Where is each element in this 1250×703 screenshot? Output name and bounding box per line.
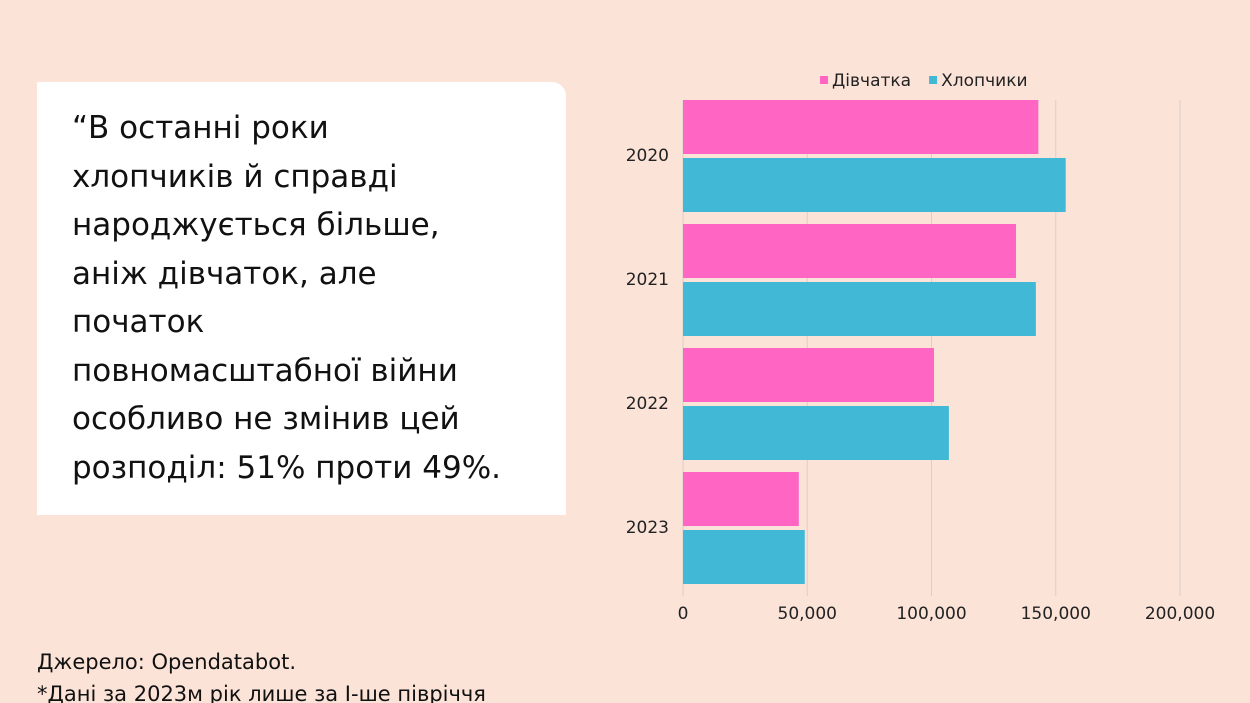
quote-line: аніж дівчаток, але [72, 255, 377, 292]
quote-line: хлопчиків й справді [72, 158, 398, 195]
x-tick-label: 0 [678, 604, 689, 624]
x-tick-label: 50,000 [778, 604, 837, 624]
y-tick-label: 2020 [626, 146, 669, 166]
quote-line: особливо не змінив цей [72, 401, 460, 437]
y-tick-label: 2022 [626, 394, 669, 414]
quote-line: розподіл: 51% проти 49%. [72, 449, 502, 486]
legend-label: Дівчатка [832, 71, 911, 91]
quote-line: “В останні роки [72, 110, 329, 146]
legend-swatch [929, 76, 938, 84]
legend-swatch [820, 76, 828, 84]
legend-label: Хлопчики [941, 71, 1027, 91]
bar [683, 530, 805, 584]
x-tick-label: 200,000 [1145, 604, 1215, 624]
quote-box: “В останні роки хлопчиків й справді народж… [37, 82, 566, 515]
bar [683, 282, 1036, 336]
bar [683, 472, 799, 526]
y-tick-label: 2021 [626, 270, 669, 290]
bar [683, 158, 1066, 212]
y-tick-label: 2023 [626, 518, 669, 538]
bar [683, 224, 1016, 278]
bar [683, 100, 1039, 154]
quote-line: повномасштабної війни [72, 352, 458, 389]
bar [683, 406, 949, 460]
quote-line: народжується більше, [72, 207, 440, 243]
quote: “В останні роки хлопчиків й справді народж… [72, 104, 501, 492]
quote-line: початок [72, 304, 205, 340]
x-tick-label: 100,000 [896, 604, 966, 624]
bar [683, 348, 934, 402]
source: Джерело: Opendatabot. [37, 650, 296, 674]
x-tick-label: 150,000 [1021, 604, 1091, 624]
note: *Дані за 2023м рік лише за І-ше півріччя [37, 682, 486, 703]
